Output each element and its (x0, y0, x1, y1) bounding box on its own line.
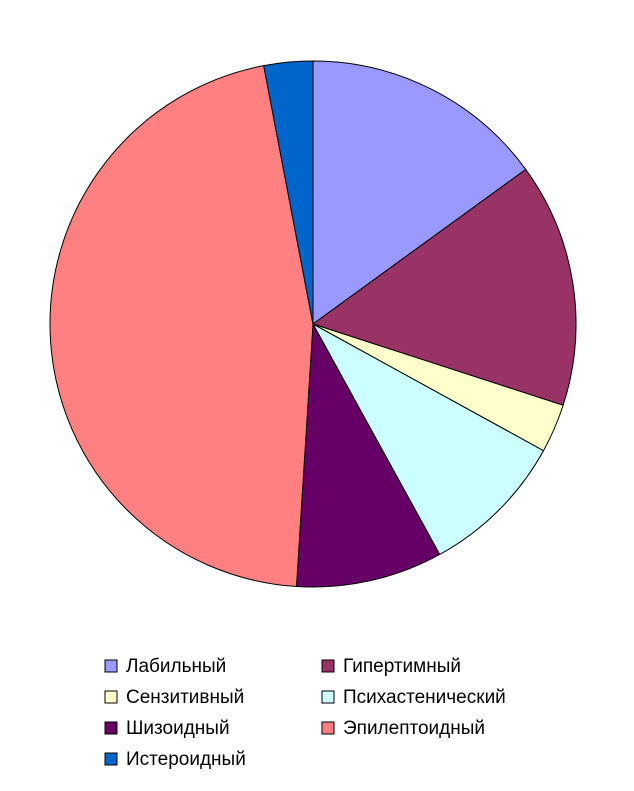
pie-slice (49, 65, 314, 588)
legend-label: Истероидный (126, 749, 246, 770)
legend-label: Гипертимный (343, 656, 461, 677)
legend-swatch (321, 721, 335, 735)
pie-slice (311, 322, 545, 556)
legend-swatch (104, 659, 118, 673)
legend-swatch (104, 752, 118, 766)
pie-slice (312, 60, 527, 325)
legend-swatch (104, 690, 118, 704)
legend-label: Лабильный (126, 656, 226, 677)
legend-swatch (321, 690, 335, 704)
legend-swatch (321, 659, 335, 673)
pie-slice (295, 322, 441, 588)
legend-label: Эпилептоидный (343, 718, 485, 739)
pie-slice (311, 168, 577, 406)
legend-swatch (104, 721, 118, 735)
legend-label: Сензитивный (126, 687, 244, 708)
legend-label: Психастенический (343, 687, 506, 708)
pie-slice (263, 60, 314, 325)
legend-label: Шизоидный (126, 718, 230, 739)
